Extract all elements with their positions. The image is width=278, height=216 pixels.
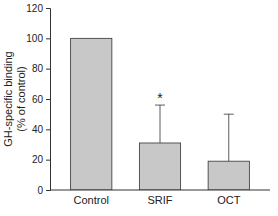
y-tick: 60 — [32, 94, 50, 105]
chart: 0 20 40 60 80 100 120 Control SRIF OCT GH-specific… — [0, 0, 278, 216]
y-tick-label: 0 — [37, 185, 43, 196]
y-tick-mark — [46, 190, 50, 191]
y-tick-label: 40 — [32, 124, 44, 135]
bar — [71, 38, 112, 190]
y-tick-mark — [46, 38, 50, 39]
y-tick-mark — [46, 69, 50, 70]
x-axis-line — [50, 190, 270, 191]
y-tick: 20 — [32, 154, 50, 165]
error-stem — [160, 105, 161, 143]
y-tick-label: 100 — [26, 33, 43, 44]
y-tick-mark — [46, 160, 50, 161]
y-tick-label: 80 — [32, 63, 44, 74]
x-tick: OCT — [217, 194, 241, 206]
y-tick-label: 60 — [32, 94, 44, 105]
bar — [139, 143, 180, 190]
error-bar — [224, 114, 234, 161]
x-tick-label: Control — [74, 194, 109, 206]
bar — [208, 161, 249, 190]
x-tick-label: SRIF — [147, 194, 172, 206]
y-tick: 120 — [26, 3, 50, 14]
y-tick-mark — [46, 8, 50, 9]
error-bar — [155, 105, 165, 143]
y-tick: 100 — [26, 33, 50, 44]
plot-area — [71, 38, 250, 190]
x-tick: SRIF — [147, 194, 172, 206]
y-tick-label: 20 — [32, 154, 44, 165]
error-cap — [224, 114, 234, 115]
error-stem — [228, 114, 229, 161]
y-tick-mark — [46, 129, 50, 130]
annotation: * — [157, 90, 163, 106]
y-tick: 0 — [37, 185, 50, 196]
y-axis-title: (% of control) — [15, 66, 27, 131]
y-axis-line — [46, 9, 51, 191]
y-tick: 80 — [32, 63, 50, 74]
y-tick-mark — [46, 99, 50, 100]
y-axis-title: GH-specific binding — [2, 51, 14, 146]
y-tick-label: 120 — [26, 3, 43, 14]
x-tick: Control — [74, 194, 109, 206]
x-axis: Control SRIF OCT — [50, 190, 270, 206]
y-tick: 40 — [32, 124, 50, 135]
x-tick-label: OCT — [217, 194, 241, 206]
y-axis: 0 20 40 60 80 100 120 — [26, 3, 50, 196]
